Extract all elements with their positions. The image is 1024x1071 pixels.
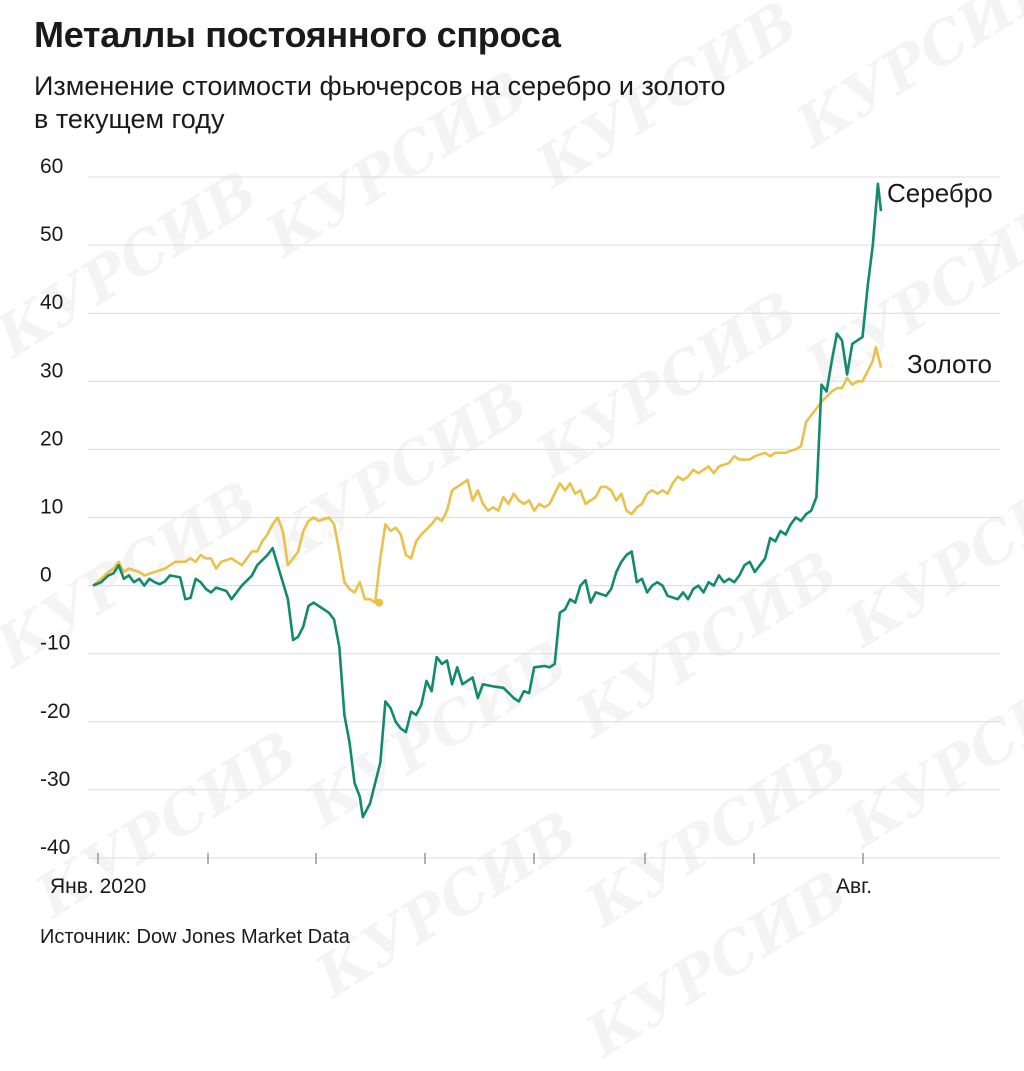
y-tick-label: -40: [40, 836, 70, 859]
silver-line: [92, 182, 883, 819]
y-tick-label: -30: [40, 768, 70, 791]
silver-label: Серебро: [887, 178, 993, 208]
y-axis: 60 50 40 30 20 10 0 -10 -20 -30 -40: [40, 155, 70, 859]
line-chart: Янв. 2020 Авг. 6050403020100-10-20-30-40 …: [40, 155, 1000, 898]
x-tick-label: Янв. 2020: [50, 875, 146, 898]
gold-line: [92, 346, 883, 604]
series-labels: Серебро Золото: [887, 178, 993, 379]
y-tick-label: 0: [40, 564, 52, 587]
y-tick-label: 40: [40, 291, 63, 314]
series-lines: [92, 182, 883, 819]
y-tick-label: 50: [40, 223, 63, 246]
chart-subtitle: Изменение стоимости фьючерсов на серебро…: [34, 71, 726, 134]
y-tick-label: -20: [40, 700, 70, 723]
gold-min-marker: [375, 598, 384, 607]
y-tick-label: 30: [40, 359, 63, 382]
y-tick-label: -10: [40, 632, 70, 655]
x-axis: Янв. 2020 Авг.: [50, 853, 872, 898]
y-tick-label: 20: [40, 427, 63, 450]
y-tick-label: 10: [40, 496, 63, 519]
source-note: Источник: Dow Jones Market Data: [40, 926, 350, 948]
x-tick-label: Авг.: [836, 875, 872, 898]
y-tick-label: 60: [40, 155, 63, 178]
gold-label: Золото: [907, 349, 992, 379]
grid: [88, 176, 1000, 859]
chart-title: Металлы постоянного спроса: [34, 14, 561, 55]
